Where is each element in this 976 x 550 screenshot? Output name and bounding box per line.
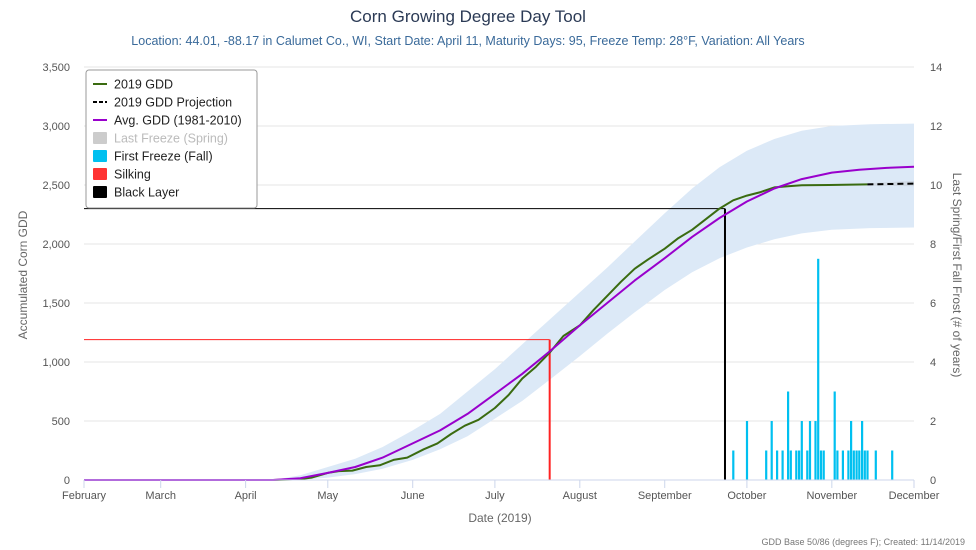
legend-label: Avg. GDD (1981-2010) <box>114 114 242 128</box>
y-tick-label: 1,500 <box>42 298 70 310</box>
chart-title: Corn Growing Degree Day Tool <box>350 7 586 26</box>
y-tick-label: 2,500 <box>42 180 70 192</box>
legend-label: Last Freeze (Spring) <box>114 132 228 146</box>
first-freeze-bar <box>855 450 858 480</box>
legend-item[interactable]: Last Freeze (Spring) <box>93 132 228 146</box>
first-freeze-bar <box>891 450 894 480</box>
y2-tick-label: 12 <box>930 121 942 133</box>
first-freeze-bar <box>866 450 869 480</box>
gdd-2019-line <box>84 183 868 481</box>
first-freeze-bar <box>776 450 779 480</box>
x-tick-label: December <box>889 490 940 502</box>
x-tick-label: August <box>563 490 597 502</box>
first-freeze-bar <box>732 450 735 480</box>
first-freeze-bar <box>814 421 817 480</box>
x-axis-title: Date (2019) <box>468 511 531 525</box>
x-tick-label: July <box>485 490 505 502</box>
x-tick-label: May <box>317 490 338 502</box>
y2-tick-label: 4 <box>930 357 936 369</box>
legend-box-symbol <box>93 132 107 144</box>
y-tick-label: 2,000 <box>42 239 70 251</box>
y-tick-label: 3,500 <box>42 62 70 74</box>
legend-box-symbol <box>93 150 107 162</box>
legend-item[interactable]: Silking <box>93 168 151 182</box>
y-tick-label: 500 <box>52 416 70 428</box>
first-freeze-bar <box>817 258 820 481</box>
legend-label: 2019 GDD Projection <box>114 96 232 110</box>
first-freeze-bar <box>745 421 749 480</box>
avg-gdd-line <box>84 165 915 481</box>
y2-tick-label: 14 <box>930 62 942 74</box>
x-tick-label: September <box>638 490 692 502</box>
legend-box-symbol <box>93 168 107 180</box>
first-freeze-bar <box>858 450 861 480</box>
legend-box-symbol <box>93 186 107 198</box>
gdd-projection-line <box>867 182 915 186</box>
legend-label: First Freeze (Fall) <box>114 150 213 164</box>
legend[interactable]: 2019 GDD 2019 GDD Projection Avg. GDD (198… <box>85 69 258 209</box>
first-freeze-bar <box>787 391 790 480</box>
y-tick-label: 3,000 <box>42 121 70 133</box>
y-tick-label: 0 <box>64 475 70 487</box>
legend-label: Black Layer <box>114 186 179 200</box>
first-freeze-bar <box>795 450 798 480</box>
chart-subtitle: Location: 44.01, -88.17 in Calumet Co., … <box>131 34 804 48</box>
y2-tick-label: 0 <box>930 475 936 487</box>
x-tick-label: November <box>806 490 857 502</box>
first-freeze-bar <box>863 450 866 480</box>
y-axis-title: Accumulated Corn GDD <box>16 210 30 339</box>
first-freeze-bar <box>765 450 768 480</box>
first-freeze-bar <box>861 421 864 480</box>
x-tick-label: October <box>727 490 766 502</box>
legend-label: 2019 GDD <box>114 78 173 92</box>
first-freeze-bar <box>836 450 839 480</box>
stage-markers <box>84 208 726 480</box>
y2-tick-label: 8 <box>930 239 936 251</box>
legend-item[interactable]: Black Layer <box>93 186 179 200</box>
first-freeze-bar <box>833 391 836 480</box>
y2-axis-title: Last Spring/First Fall Frost (# of years… <box>950 173 964 378</box>
series-lines <box>84 165 915 481</box>
first-freeze-bar <box>819 450 823 480</box>
first-freeze-bar <box>850 421 853 480</box>
legend-item[interactable]: 2019 GDD Projection <box>93 96 232 110</box>
axes: 0 500 1,000 1,500 2,000 2,500 3,000 3,500 0 2 4 6 8 1… <box>42 62 942 502</box>
first-freeze-bar <box>798 450 801 480</box>
x-tick-label: March <box>145 490 176 502</box>
first-freeze-bar <box>822 450 825 480</box>
first-freeze-bar <box>847 450 850 480</box>
y2-tick-label: 2 <box>930 416 936 428</box>
first-freeze-bar <box>841 450 844 480</box>
first-freeze-bar <box>770 421 773 480</box>
y2-tick-label: 6 <box>930 298 936 310</box>
credits: GDD Base 50/86 (degrees F); Created: 11/… <box>762 537 965 547</box>
first-freeze-bar <box>806 450 809 480</box>
x-tick-label: February <box>62 490 107 502</box>
x-tick-label: April <box>235 490 257 502</box>
legend-item[interactable]: Avg. GDD (1981-2010) <box>93 114 242 128</box>
first-freeze-bar <box>800 421 803 480</box>
gdd-range-band <box>273 123 914 480</box>
first-freeze-bar <box>808 421 812 480</box>
legend-label: Silking <box>114 168 151 182</box>
y-tick-label: 1,000 <box>42 357 70 369</box>
legend-box <box>85 69 258 209</box>
first-freeze-bar <box>852 450 855 480</box>
first-freeze-bars <box>732 258 894 481</box>
legend-item[interactable]: 2019 GDD <box>93 78 173 92</box>
legend-item[interactable]: First Freeze (Fall) <box>93 150 213 164</box>
first-freeze-bar <box>789 450 792 480</box>
first-freeze-bar <box>874 450 877 480</box>
first-freeze-bar <box>781 450 784 480</box>
x-tick-label: June <box>401 490 425 502</box>
y2-tick-label: 10 <box>930 180 942 192</box>
